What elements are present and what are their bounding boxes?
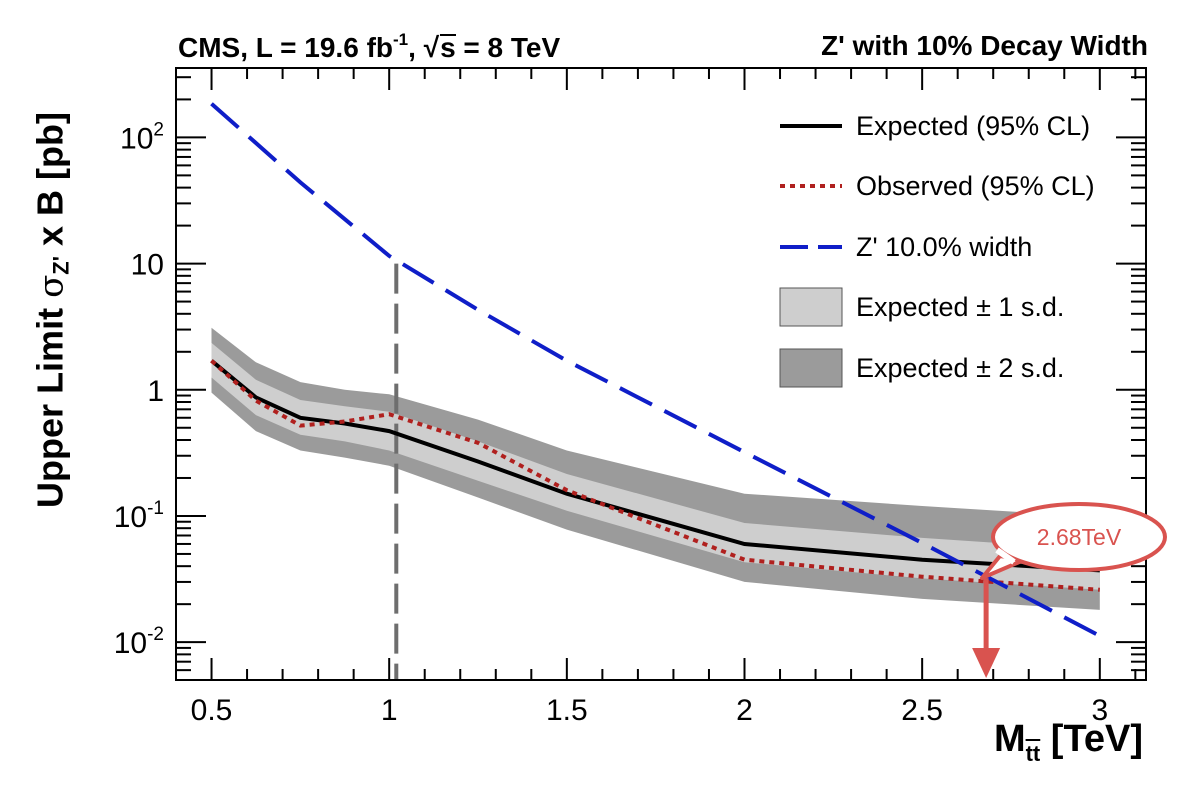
callout-tail-join bbox=[995, 547, 1016, 565]
y-axis-label-suffix: x B [pb] bbox=[29, 112, 71, 257]
header-lumi-text: CMS, L = 19.6 fb bbox=[178, 32, 393, 63]
x-axis-label-main: M bbox=[993, 718, 1026, 760]
mass-limit-callout-bubble bbox=[991, 502, 1167, 572]
x-axis-label-subscript: tt bbox=[1025, 741, 1041, 766]
y-tick-label: 1 bbox=[147, 375, 164, 408]
x-tick-label: 3 bbox=[1091, 694, 1108, 727]
y-axis-label-subscript: Z' bbox=[48, 256, 74, 275]
x-tick-label: 1 bbox=[381, 694, 398, 727]
mass-limit-callout-text: 2.68TeV bbox=[1036, 524, 1122, 550]
observed-limit-line bbox=[210, 359, 1100, 592]
sqrt-argument: s bbox=[440, 32, 456, 63]
legend-swatch-box bbox=[779, 348, 843, 388]
legend-label: Expected (95% CL) bbox=[856, 111, 1090, 141]
x-tick-label: 2 bbox=[736, 694, 753, 727]
legend-label: Observed (95% CL) bbox=[856, 171, 1095, 201]
x-tick-label: 1.5 bbox=[546, 694, 588, 727]
header-separator: , bbox=[408, 32, 424, 63]
legend-swatch-box bbox=[779, 287, 843, 327]
y-axis-label: Upper Limit σZ' x B [pb] bbox=[30, 112, 75, 508]
experiment-header: CMS, L = 19.6 fb-1, √s = 8 TeV bbox=[178, 30, 560, 64]
expected-limit-line bbox=[210, 359, 1100, 573]
y-tick-label: 10-1 bbox=[114, 498, 164, 534]
header-energy-text: = 8 TeV bbox=[455, 32, 561, 63]
x-tick-label: 0.5 bbox=[191, 694, 233, 727]
y-tick-label: 10-2 bbox=[114, 624, 164, 660]
plot-frame bbox=[175, 67, 1147, 681]
x-axis-label: Mtt [TeV] bbox=[994, 718, 1143, 767]
x-axis-label-suffix: [TeV] bbox=[1040, 718, 1143, 760]
model-header: Z' with 10% Decay Width bbox=[821, 30, 1148, 61]
y-tick-label: 10 bbox=[131, 249, 164, 282]
legend-label: Expected ± 1 s.d. bbox=[856, 292, 1064, 322]
header-lumi-exponent: -1 bbox=[393, 30, 409, 49]
y-tick-label: 102 bbox=[120, 119, 164, 155]
x-tick-label: 2.5 bbox=[901, 694, 943, 727]
legend-label: Expected ± 2 s.d. bbox=[856, 353, 1064, 383]
sqrt-symbol: √ bbox=[423, 32, 440, 63]
y-axis-label-prefix: Upper Limit bbox=[29, 297, 71, 508]
mass-limit-arrow-head bbox=[972, 648, 1001, 678]
legend-label: Z' 10.0% width bbox=[856, 232, 1032, 262]
zprime-xsec-line bbox=[210, 102, 1101, 638]
y-axis-label-sigma: σ bbox=[31, 274, 72, 298]
